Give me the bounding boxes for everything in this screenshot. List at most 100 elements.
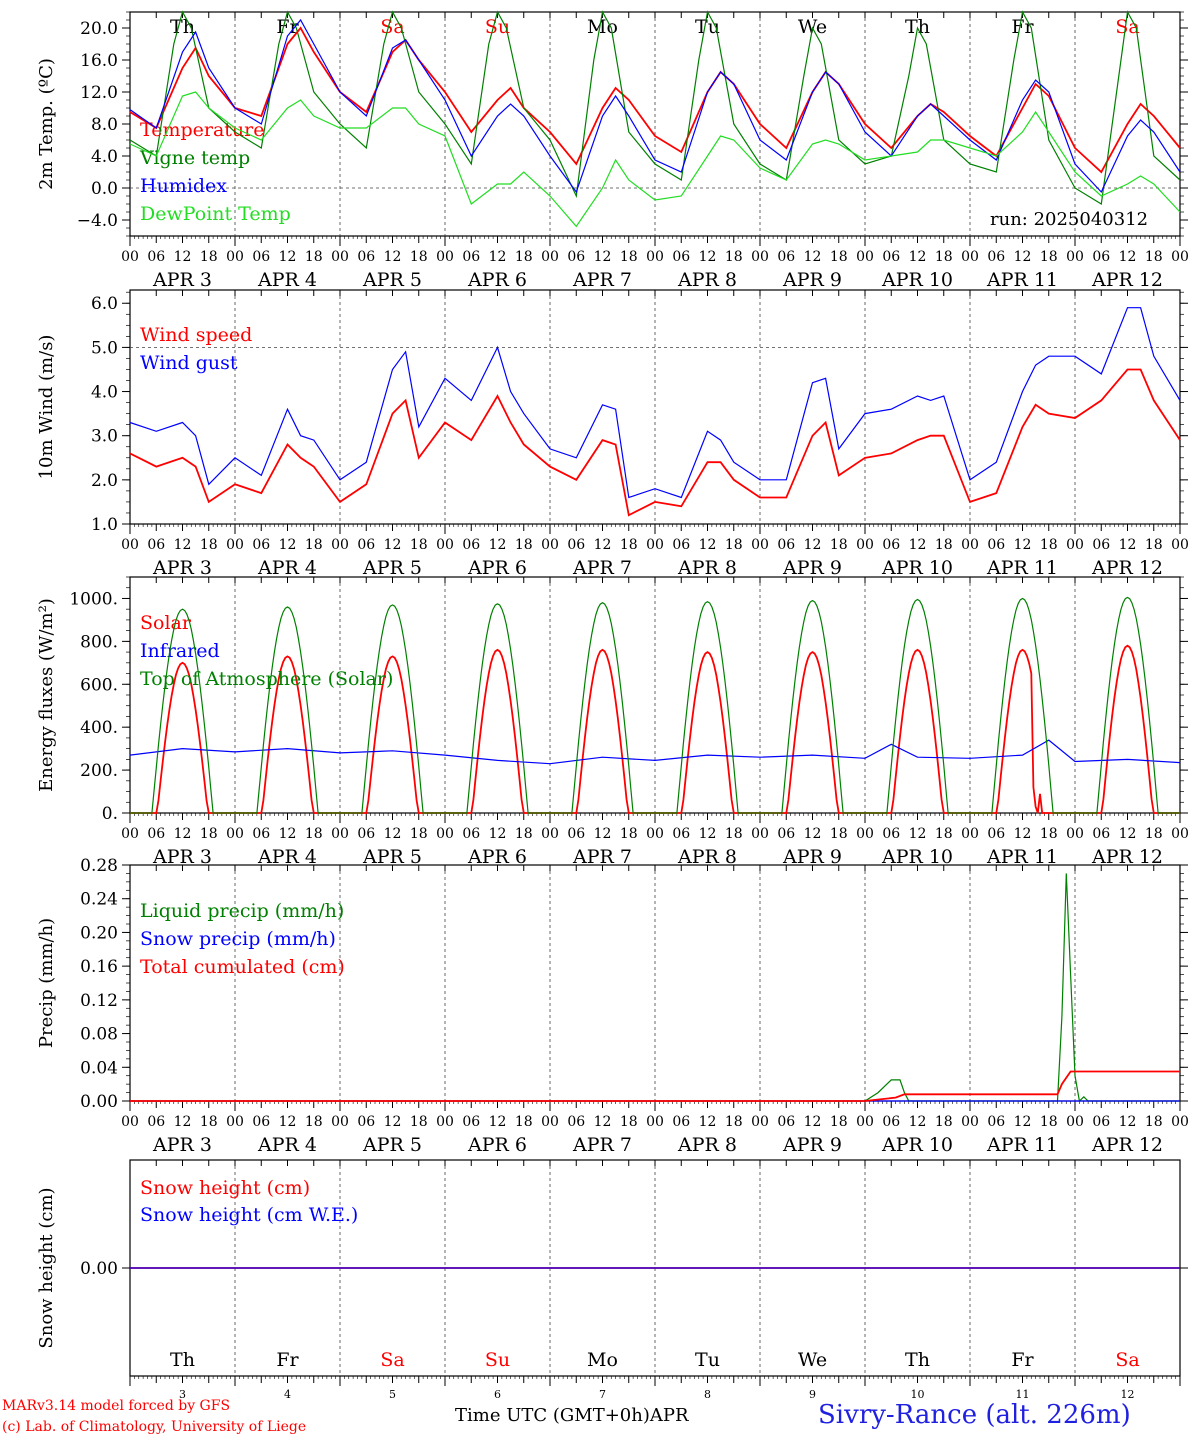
- x-hour-label: 00: [1171, 1114, 1189, 1130]
- x-hour-label: 06: [987, 1114, 1005, 1130]
- x-hour-label: 12: [804, 537, 822, 553]
- legend-entry: Vigne temp: [139, 147, 250, 169]
- x-hour-label: 06: [1092, 537, 1110, 553]
- x-hour-label: 00: [121, 826, 139, 842]
- x-date-label: APR 3: [152, 846, 212, 868]
- x-date-label: APR 4: [257, 1134, 317, 1156]
- x-date-label: APR 3: [152, 1134, 212, 1156]
- series-line-precip-2: [130, 1070, 1180, 1102]
- x-date-label: APR 9: [782, 557, 842, 579]
- x-hour-label: 00: [961, 1114, 979, 1130]
- y-tick-label: 0.28: [80, 856, 118, 876]
- x-hour-label: 18: [725, 249, 743, 265]
- x-date-label: APR 4: [257, 269, 317, 291]
- y-tick-label: 1000.: [69, 589, 118, 609]
- series-line-temp-2: [129, 18, 1181, 194]
- x-hour-label: 12: [279, 826, 297, 842]
- x-hour-label: 00: [121, 249, 139, 265]
- panel-precip: 0.00 0.04 0.08 0.12 0.16 0.20 0.24 0.28 Precip (…: [36, 856, 1189, 1156]
- weekday-label: Tu: [695, 16, 720, 38]
- x-hour-label: 06: [462, 249, 480, 265]
- x-hour-label: 18: [200, 826, 218, 842]
- panel-wind: 1.0 2.0 3.0 4.0 5.0 6.0 10m Wind (m/s) 00 06 12 18…: [36, 289, 1189, 579]
- x-hour-label: 00: [541, 537, 559, 553]
- x-hour-label: 12: [384, 826, 402, 842]
- x-hour-label: 00: [226, 249, 244, 265]
- y-tick-label: 0.12: [80, 991, 118, 1011]
- x-hour-label: 06: [672, 249, 690, 265]
- x-date-label: APR 3: [152, 557, 212, 579]
- y-tick-label: 4.0: [91, 383, 118, 403]
- lab-credit: (c) Lab. of Climatology, University of L…: [2, 1419, 307, 1435]
- x-hour-label: 18: [515, 537, 533, 553]
- y-tick-label: 0.16: [80, 957, 118, 977]
- x-hour-label: 06: [777, 537, 795, 553]
- time-axis-text: Time UTC (GMT+0h): [455, 1405, 650, 1426]
- x-hour-label: 18: [1040, 826, 1058, 842]
- y-tick-label: 0.20: [80, 923, 118, 943]
- legend-entry: Wind speed: [140, 324, 252, 346]
- x-hour-label: 18: [515, 826, 533, 842]
- x-date-label: APR 9: [782, 269, 842, 291]
- x-hour-label: 00: [856, 249, 874, 265]
- x-hour-label: 00: [1066, 249, 1084, 265]
- weekday-label: Fr: [1011, 1349, 1034, 1371]
- x-hour-label: 18: [725, 537, 743, 553]
- x-hour-label: 00: [1171, 826, 1189, 842]
- x-hour-label: 06: [252, 537, 270, 553]
- x-hour-label: 06: [882, 1114, 900, 1130]
- y-tick-label: 16.0: [80, 51, 118, 71]
- x-hour-label: 06: [987, 537, 1005, 553]
- weekday-label: Th: [905, 1349, 930, 1371]
- x-date-number: 5: [389, 1388, 396, 1401]
- x-hour-label: 12: [174, 537, 192, 553]
- run-label: run: 2025040312: [990, 209, 1149, 230]
- x-hour-label: 18: [1040, 249, 1058, 265]
- x-hour-label: 00: [1066, 1114, 1084, 1130]
- x-date-number: 9: [809, 1388, 816, 1401]
- x-date-number: 6: [494, 1388, 501, 1401]
- x-hour-label: 12: [1014, 1114, 1032, 1130]
- x-hour-label: 00: [1171, 537, 1189, 553]
- x-hour-label: 18: [410, 1114, 428, 1130]
- x-hour-label: 06: [567, 826, 585, 842]
- x-date-label: APR 8: [677, 1134, 737, 1156]
- x-hour-label: 06: [1092, 249, 1110, 265]
- x-date-label: APR 8: [677, 557, 737, 579]
- x-date-number: 8: [704, 1388, 711, 1401]
- y-tick-label: 12.0: [80, 83, 118, 103]
- x-hour-label: 12: [594, 249, 612, 265]
- x-hour-label: 06: [777, 826, 795, 842]
- weekday-label: Sa: [1115, 16, 1139, 38]
- x-date-label: APR 10: [881, 557, 953, 579]
- weekday-label: Th: [170, 1349, 195, 1371]
- x-date-label: APR 4: [257, 557, 317, 579]
- y-tick-label: 4.0: [91, 147, 118, 167]
- y-tick-label: 2.0: [91, 471, 118, 491]
- x-date-label: APR 8: [677, 269, 737, 291]
- x-hour-label: 00: [751, 249, 769, 265]
- x-date-label: APR 12: [1091, 1134, 1163, 1156]
- x-date-label: APR 9: [782, 1134, 842, 1156]
- x-date-label: APR 9: [782, 846, 842, 868]
- legend-entry: Humidex: [140, 175, 227, 197]
- y-axis-label: Energy fluxes (W/m²): [36, 598, 57, 792]
- x-hour-label: 06: [462, 537, 480, 553]
- y-tick-label: 0.00: [80, 1259, 118, 1279]
- x-hour-label: 00: [436, 1114, 454, 1130]
- x-hour-label: 00: [226, 1114, 244, 1130]
- y-tick-label: 800.: [80, 632, 118, 652]
- x-date-label: APR 6: [467, 1134, 527, 1156]
- x-hour-label: 00: [751, 826, 769, 842]
- x-hour-label: 00: [541, 249, 559, 265]
- x-hour-label: 06: [357, 1114, 375, 1130]
- legend-entry: Solar: [140, 612, 192, 634]
- x-hour-label: 18: [620, 249, 638, 265]
- panel-temp: −4.0 0.0 4.0 8.0 12.0 16.0 20.0 2m Temp. (ºC) 00…: [36, 10, 1189, 291]
- x-hour-label: 12: [489, 537, 507, 553]
- x-date-label: APR 6: [467, 557, 527, 579]
- x-hour-label: 18: [200, 1114, 218, 1130]
- x-hour-label: 12: [489, 249, 507, 265]
- x-date-number: 7: [599, 1388, 606, 1401]
